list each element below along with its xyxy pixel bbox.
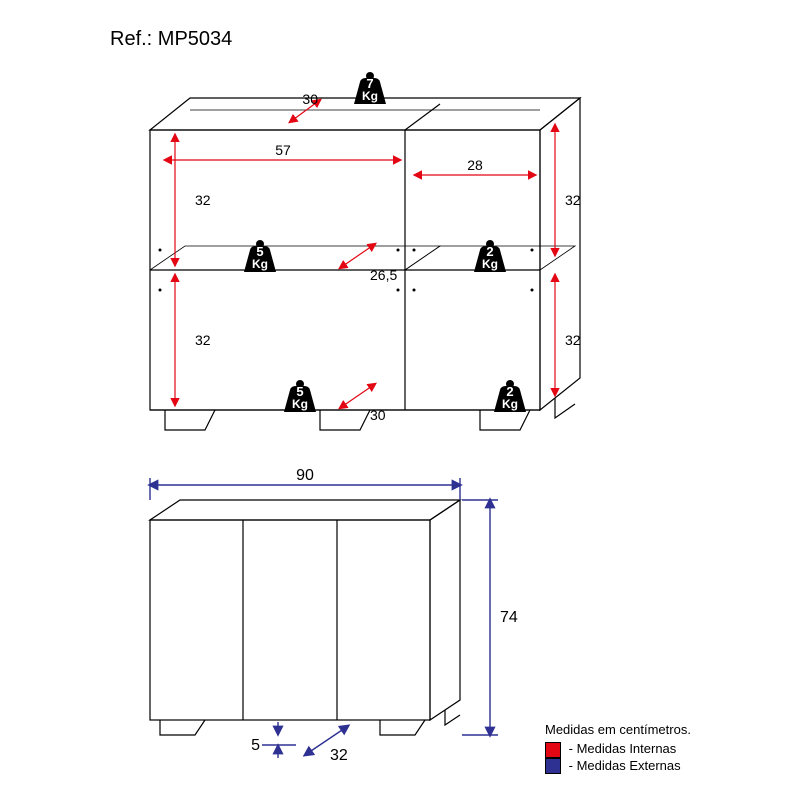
legend-internal-label: - Medidas Internas [569,741,677,756]
legend-external-label: - Medidas Externas [569,758,681,773]
dim-rh-lower: 32 [565,332,581,348]
legend-title: Medidas em centímetros. [545,722,691,737]
reference-text: Ref.: MP5034 [110,28,232,50]
legend-internal: - Medidas Internas [545,741,691,758]
weight-bottom-right: 2 Kg [494,380,526,412]
svg-text:Kg: Kg [292,397,308,411]
dim-top-depth: 30 [302,91,318,107]
svg-text:Kg: Kg [502,397,518,411]
legend-internal-swatch [545,742,561,758]
diagram-svg: 7 Kg 5 Kg 2 Kg 5 Kg 2 Kg [0,0,800,800]
weight-shelf-right: 2 Kg [474,240,506,272]
dim-shelf-depth: 26,5 [370,267,397,283]
dim-bottom-depth: 30 [370,407,386,423]
legend: Medidas em centímetros. - Medidas Intern… [545,722,691,774]
dim-lh-upper: 32 [195,192,211,208]
dim-lh-lower: 32 [195,332,211,348]
dim-span-57: 57 [275,142,291,158]
svg-text:Kg: Kg [482,257,498,271]
svg-text:Kg: Kg [362,89,378,103]
dim-ext-height: 74 [500,609,518,626]
svg-text:Kg: Kg [252,257,268,271]
legend-external: - Medidas Externas [545,758,691,775]
weight-shelf-left: 5 Kg [244,240,276,272]
bottom-diagram: 90 74 32 5 [150,467,518,764]
weight-bottom-left: 5 Kg [284,380,316,412]
dim-ext-depth: 32 [330,747,348,764]
dim-span-28: 28 [467,157,483,173]
dim-ext-width: 90 [296,467,314,484]
dim-rh-upper: 32 [565,192,581,208]
reference-label: Ref.: MP5034 [110,28,232,51]
top-diagram: 7 Kg 5 Kg 2 Kg 5 Kg 2 Kg [150,72,581,430]
legend-external-swatch [545,758,561,774]
dim-ext-toe: 5 [251,737,260,754]
weight-top: 7 Kg [354,72,386,104]
